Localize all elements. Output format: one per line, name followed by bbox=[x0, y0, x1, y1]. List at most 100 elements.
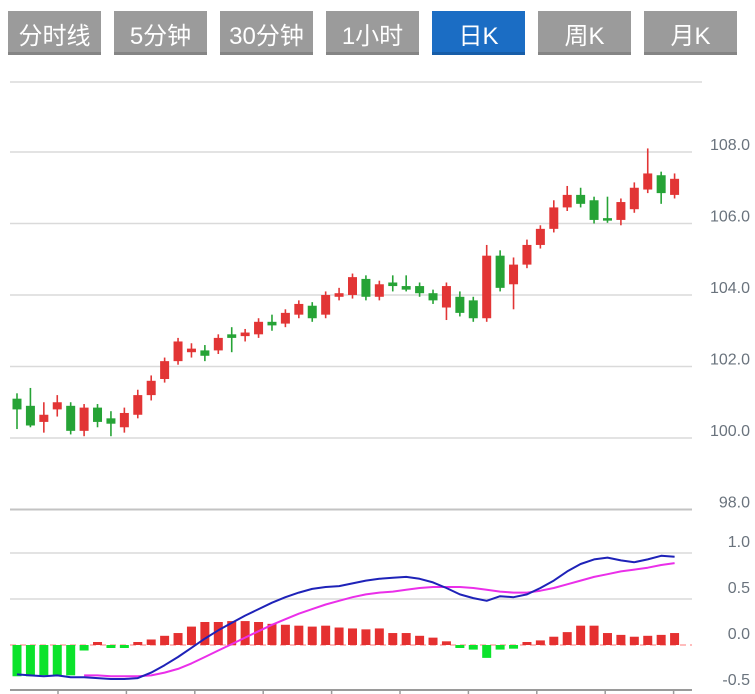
candle-up bbox=[522, 244, 532, 265]
candle-up bbox=[643, 173, 653, 190]
macd-histogram-bar bbox=[133, 642, 143, 645]
macd-histogram-bar bbox=[280, 624, 290, 645]
candle-down bbox=[428, 293, 438, 301]
candle-down bbox=[495, 255, 505, 288]
macd-histogram-bar bbox=[52, 645, 62, 677]
candle-down bbox=[656, 175, 666, 194]
macd-histogram-bar bbox=[562, 632, 572, 645]
timeframe-tab-3[interactable]: 1小时 bbox=[326, 11, 419, 55]
macd-histogram-bar bbox=[173, 633, 183, 645]
macd-histogram-bar bbox=[361, 629, 371, 645]
candle-up bbox=[321, 295, 331, 315]
macd-histogram-bar bbox=[240, 621, 250, 645]
candle-down bbox=[388, 282, 398, 287]
candle-down bbox=[25, 405, 35, 426]
price-axis-label: 100.0 bbox=[710, 423, 750, 440]
macd-histogram-bar bbox=[79, 645, 89, 651]
macd-axis-label: 0.0 bbox=[728, 626, 750, 643]
macd-histogram-bar bbox=[509, 645, 519, 649]
candle-up bbox=[79, 407, 89, 431]
candle-up bbox=[240, 332, 250, 337]
macd-axis-label: 1.0 bbox=[728, 534, 750, 551]
candle-up bbox=[348, 277, 357, 295]
macd-histogram-bar bbox=[428, 637, 438, 645]
candle-down bbox=[93, 407, 103, 422]
price-axis-label: 104.0 bbox=[710, 280, 750, 297]
candle-up bbox=[146, 380, 156, 396]
macd-histogram-bar bbox=[629, 636, 639, 645]
candle-up bbox=[509, 264, 519, 285]
candle-down bbox=[307, 305, 317, 319]
candle-down bbox=[415, 286, 425, 294]
candle-down bbox=[455, 296, 465, 313]
macd-histogram-bar bbox=[535, 640, 545, 645]
candle-down bbox=[589, 200, 599, 220]
candle-up bbox=[254, 321, 264, 335]
macd-histogram-bar bbox=[482, 645, 492, 658]
macd-histogram-bar bbox=[589, 625, 599, 645]
macd-histogram-bar bbox=[388, 633, 398, 645]
price-axis-label: 108.0 bbox=[710, 137, 750, 154]
candle-up bbox=[119, 412, 129, 428]
timeframe-tab-2[interactable]: 30分钟 bbox=[220, 11, 313, 55]
macd-histogram-bar bbox=[334, 627, 344, 645]
candle-up bbox=[374, 284, 384, 297]
macd-histogram-bar bbox=[25, 645, 35, 677]
candle-up bbox=[670, 178, 680, 195]
macd-histogram-bar bbox=[401, 633, 411, 645]
macd-histogram-bar bbox=[93, 642, 103, 645]
macd-histogram-bar bbox=[616, 634, 626, 645]
timeframe-tab-5[interactable]: 周K bbox=[538, 11, 631, 55]
candle-up bbox=[629, 187, 639, 210]
candle-down bbox=[602, 218, 612, 221]
candle-up bbox=[562, 194, 572, 208]
macd-histogram-bar bbox=[267, 623, 277, 645]
candle-down bbox=[361, 278, 371, 297]
timeframe-tab-4-active[interactable]: 日K bbox=[432, 11, 525, 55]
macd-histogram-bar bbox=[549, 636, 559, 645]
macd-axis-label: 0.5 bbox=[728, 580, 750, 597]
candle-up bbox=[186, 348, 196, 353]
price-axis-label: 98.0 bbox=[719, 495, 750, 512]
macd-histogram-bar bbox=[39, 645, 49, 676]
candle-down bbox=[401, 286, 411, 290]
macd-histogram-bar bbox=[321, 625, 331, 645]
macd-histogram-bar bbox=[348, 628, 357, 645]
macd-histogram-bar bbox=[146, 639, 156, 645]
macd-histogram-bar bbox=[670, 633, 680, 645]
macd-histogram-bar bbox=[294, 625, 304, 645]
candle-down bbox=[12, 398, 22, 410]
macd-histogram-bar bbox=[602, 633, 612, 645]
macd-histogram-bar bbox=[374, 628, 384, 645]
candle-up bbox=[334, 293, 344, 297]
macd-histogram-bar bbox=[656, 634, 666, 645]
candle-up bbox=[133, 395, 143, 415]
timeframe-tab-0[interactable]: 分时线 bbox=[8, 11, 101, 55]
candle-up bbox=[52, 402, 62, 410]
macd-histogram-bar bbox=[254, 622, 264, 645]
macd-histogram-bar bbox=[12, 645, 22, 677]
macd-histogram-bar bbox=[186, 626, 196, 645]
candle-down bbox=[227, 334, 237, 338]
macd-histogram-bar bbox=[643, 635, 653, 645]
candle-up bbox=[616, 202, 626, 220]
macd-histogram-bar bbox=[468, 645, 478, 650]
macd-histogram-bar bbox=[495, 645, 505, 650]
timeframe-tab-1[interactable]: 5分钟 bbox=[114, 11, 207, 55]
price-axis-label: 106.0 bbox=[710, 209, 750, 226]
macd-histogram-bar bbox=[200, 622, 210, 645]
macd-histogram-bar bbox=[576, 625, 586, 645]
candle-up bbox=[213, 337, 223, 351]
macd-histogram-bar bbox=[441, 641, 451, 645]
dif-line bbox=[16, 554, 675, 680]
timeframe-tab-6[interactable]: 月K bbox=[644, 11, 737, 55]
candle-up bbox=[549, 207, 559, 229]
candle-down bbox=[66, 405, 76, 431]
macd-histogram-bar bbox=[119, 645, 129, 648]
candle-up bbox=[173, 341, 183, 362]
candle-down bbox=[267, 321, 277, 326]
timeframe-tabs: 分时线 5分钟 30分钟 1小时 日K 周K 月K bbox=[8, 11, 737, 55]
macd-histogram-bar bbox=[160, 635, 170, 645]
candle-up bbox=[160, 361, 170, 380]
